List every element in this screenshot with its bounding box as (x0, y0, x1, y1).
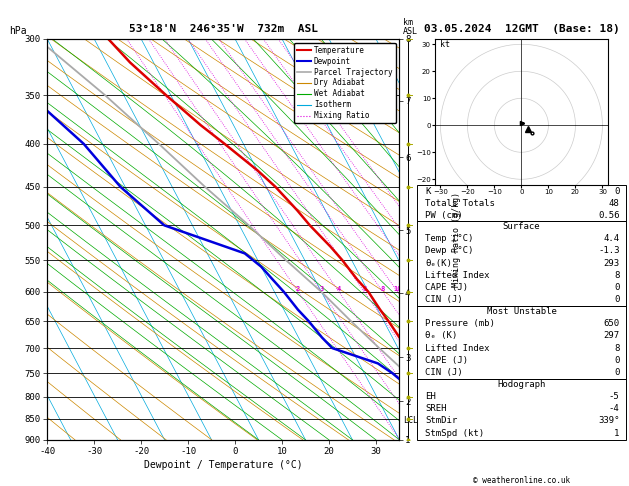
Text: 53°18'N  246°35'W  732m  ASL: 53°18'N 246°35'W 732m ASL (129, 24, 318, 34)
Text: 0: 0 (614, 295, 620, 304)
Text: θₑ (K): θₑ (K) (425, 331, 458, 341)
Text: Most Unstable: Most Unstable (486, 307, 557, 316)
Text: 48: 48 (609, 199, 620, 208)
Text: hPa: hPa (9, 26, 27, 36)
Text: Surface: Surface (503, 222, 540, 231)
Text: CAPE (J): CAPE (J) (425, 356, 469, 365)
Legend: Temperature, Dewpoint, Parcel Trajectory, Dry Adiabat, Wet Adiabat, Isotherm, Mi: Temperature, Dewpoint, Parcel Trajectory… (294, 43, 396, 123)
Y-axis label: Mixing Ratio (g/kg): Mixing Ratio (g/kg) (452, 192, 461, 287)
Text: 8: 8 (614, 271, 620, 280)
Text: 0: 0 (614, 283, 620, 292)
Text: 4.4: 4.4 (603, 234, 620, 243)
Text: 339°: 339° (598, 417, 620, 426)
Text: 6: 6 (362, 286, 366, 292)
Text: Totals Totals: Totals Totals (425, 199, 495, 208)
Text: 0: 0 (614, 356, 620, 365)
Text: StmDir: StmDir (425, 417, 458, 426)
Text: Dewp (°C): Dewp (°C) (425, 246, 474, 256)
Text: 297: 297 (603, 331, 620, 341)
Text: 8: 8 (381, 286, 385, 292)
Text: -1.3: -1.3 (598, 246, 620, 256)
Text: 8: 8 (614, 344, 620, 353)
Text: km
ASL: km ASL (403, 18, 418, 36)
Bar (417, 221, 626, 306)
Text: kt: kt (440, 40, 450, 49)
Text: CIN (J): CIN (J) (425, 295, 463, 304)
Text: 293: 293 (603, 259, 620, 268)
Text: 650: 650 (603, 319, 620, 329)
Text: StmSpd (kt): StmSpd (kt) (425, 429, 484, 438)
Text: Pressure (mb): Pressure (mb) (425, 319, 495, 329)
Text: PW (cm): PW (cm) (425, 211, 463, 220)
Text: 2: 2 (296, 286, 300, 292)
Text: Hodograph: Hodograph (498, 380, 545, 389)
Text: © weatheronline.co.uk: © weatheronline.co.uk (473, 476, 570, 485)
Text: Temp (°C): Temp (°C) (425, 234, 474, 243)
Text: CAPE (J): CAPE (J) (425, 283, 469, 292)
Bar (417, 185, 626, 221)
X-axis label: Dewpoint / Temperature (°C): Dewpoint / Temperature (°C) (144, 460, 303, 470)
Text: 4: 4 (337, 286, 341, 292)
Text: -4: -4 (609, 404, 620, 414)
Text: 0: 0 (614, 187, 620, 196)
Text: EH: EH (425, 392, 436, 401)
Text: Lifted Index: Lifted Index (425, 271, 490, 280)
Text: LCL: LCL (404, 416, 418, 425)
Text: -5: -5 (609, 392, 620, 401)
Text: K: K (425, 187, 431, 196)
Bar (417, 379, 626, 440)
Text: 10: 10 (393, 286, 402, 292)
Text: 1: 1 (614, 429, 620, 438)
Text: 03.05.2024  12GMT  (Base: 18): 03.05.2024 12GMT (Base: 18) (423, 24, 620, 34)
Text: SREH: SREH (425, 404, 447, 414)
Text: 0: 0 (614, 368, 620, 377)
Text: θₑ(K): θₑ(K) (425, 259, 452, 268)
Text: 0.56: 0.56 (598, 211, 620, 220)
Text: Lifted Index: Lifted Index (425, 344, 490, 353)
Text: 3: 3 (320, 286, 324, 292)
Text: CIN (J): CIN (J) (425, 368, 463, 377)
Bar (417, 306, 626, 379)
